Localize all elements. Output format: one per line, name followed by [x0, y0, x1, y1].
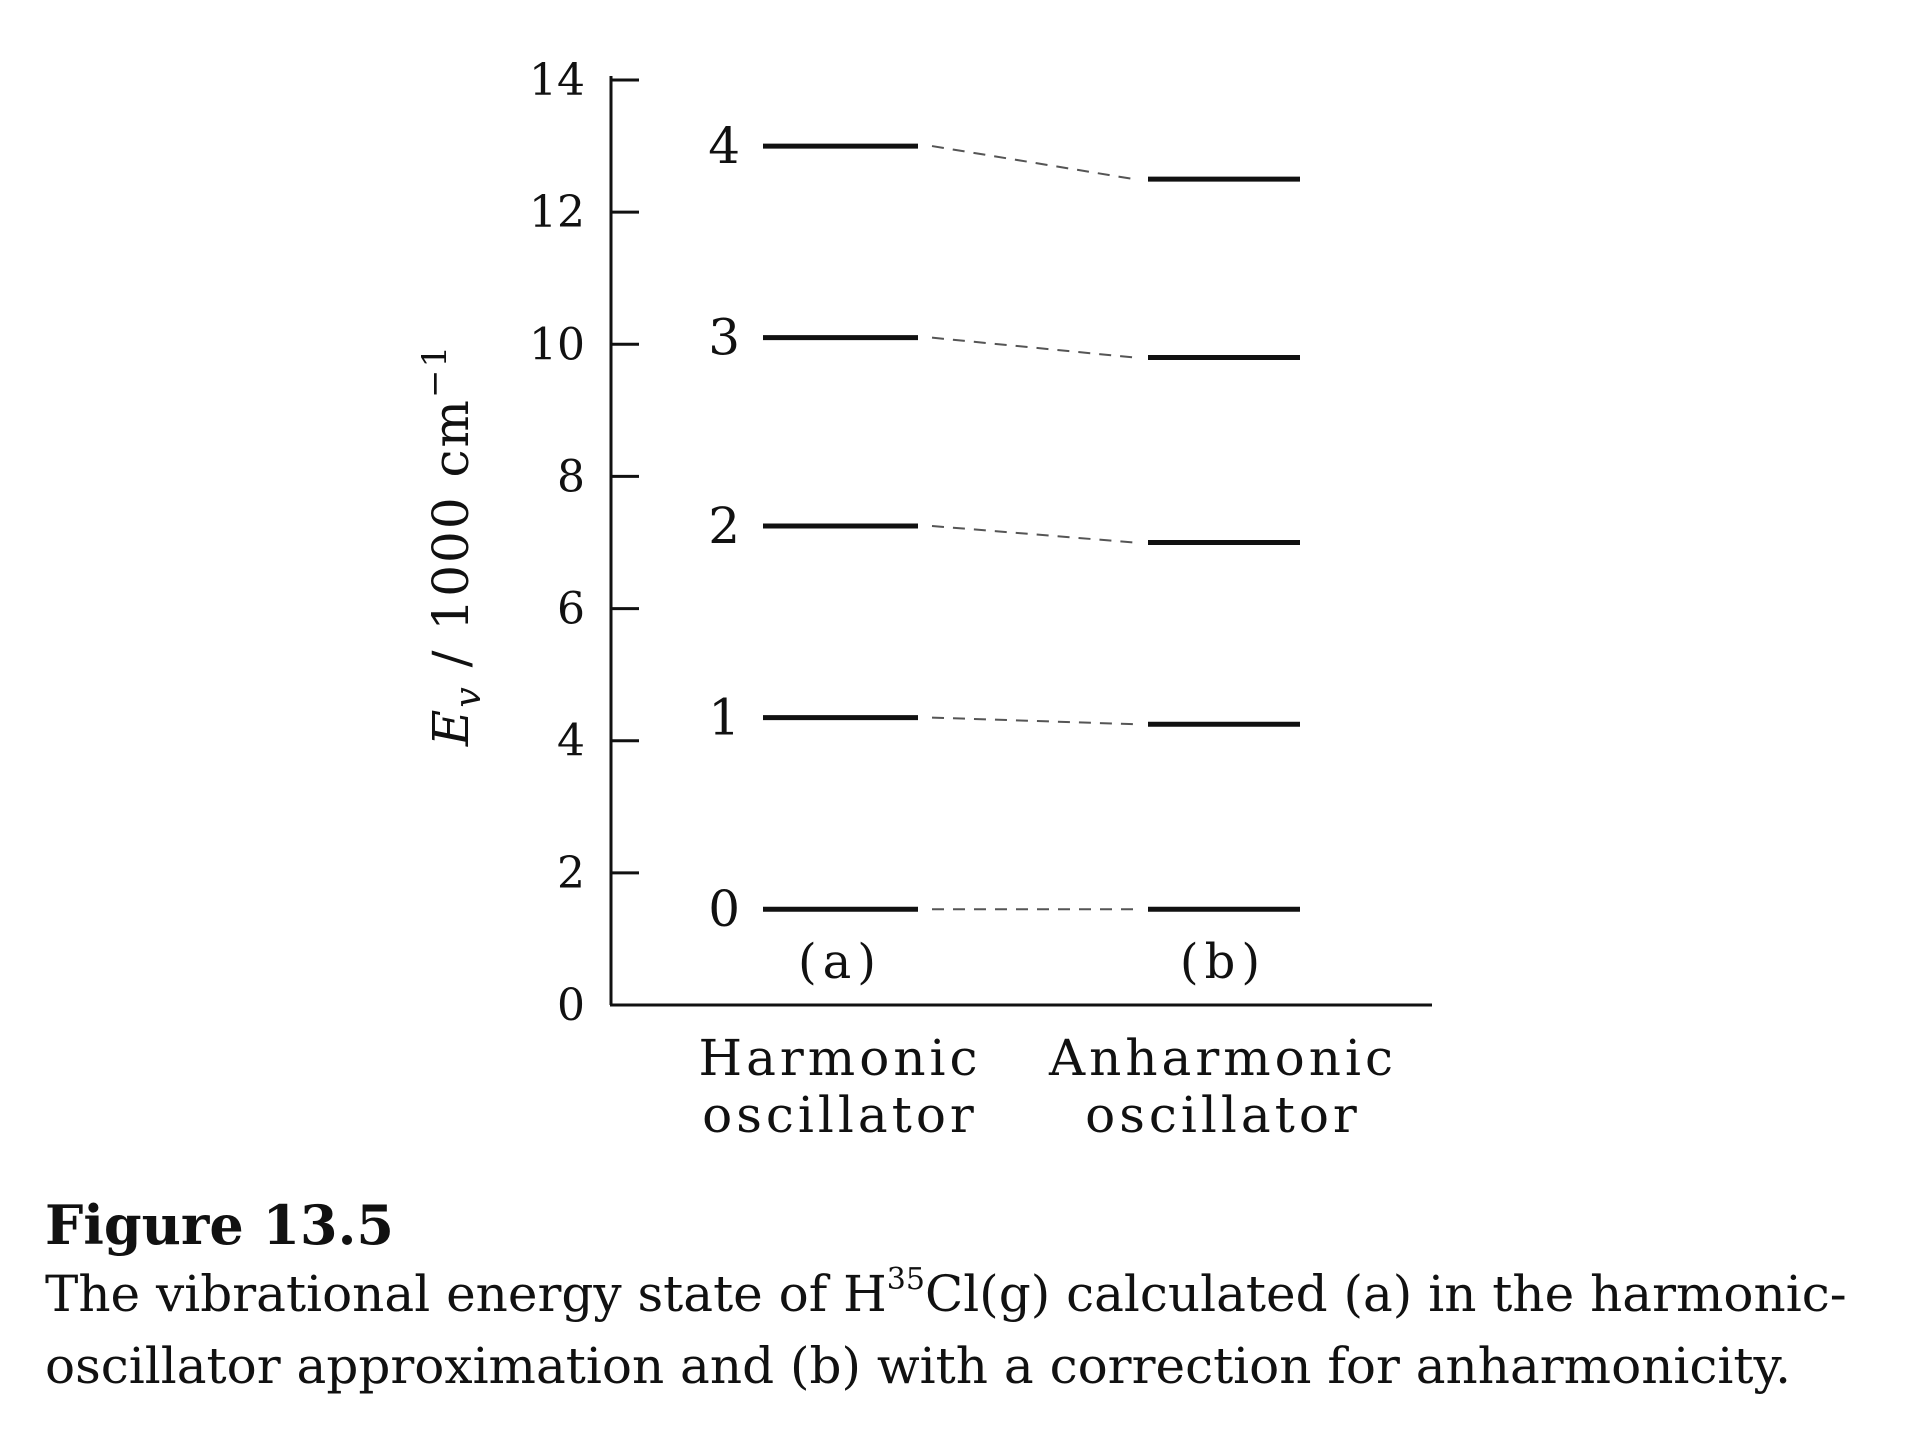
level-number-label: 3	[708, 309, 740, 367]
y-axis-label: Ev / 1000 cm−1	[415, 344, 489, 747]
category-label: Anharmonic	[1048, 1029, 1397, 1087]
category-label: oscillator	[702, 1086, 978, 1144]
column-label: (b)	[1180, 934, 1266, 990]
category-label: oscillator	[1085, 1086, 1361, 1144]
level-number-label: 1	[708, 689, 740, 747]
y-tick-label: 0	[557, 980, 585, 1031]
y-tick-label: 12	[529, 187, 585, 238]
level-connectors	[931, 145, 1135, 911]
level-number-label: 4	[708, 117, 740, 175]
level-number-label: 0	[708, 880, 740, 938]
figure-title: Figure 13.5	[45, 1193, 394, 1257]
y-ticks: 0 2 4 6 8 10 12 14	[529, 55, 639, 1031]
figure-caption: Figure 13.5 The vibrational energy state…	[45, 1192, 1885, 1402]
category-label: Harmonic	[698, 1029, 981, 1087]
y-tick-label: 4	[557, 716, 585, 767]
y-tick-label: 2	[557, 848, 585, 899]
y-tick-label: 14	[529, 55, 585, 106]
level-connector	[931, 336, 1135, 359]
energy-levels	[763, 143, 1300, 912]
level-connector	[931, 145, 1135, 181]
level-number-label: 2	[708, 497, 740, 555]
y-tick-label: 6	[557, 584, 585, 635]
y-tick-label: 8	[557, 451, 585, 502]
y-tick-label: 10	[529, 319, 585, 370]
caption-line-2: oscillator approximation and (b) with a …	[45, 1337, 1791, 1395]
level-connector	[931, 716, 1135, 726]
level-connector	[931, 524, 1135, 544]
quantum-number-labels: 0 1 2 3 4	[708, 117, 740, 938]
column-labels: (a) (b)	[798, 934, 1266, 990]
caption-line-1: The vibrational energy state of H35Cl(g)…	[45, 1262, 1847, 1324]
column-label: (a)	[798, 934, 882, 990]
